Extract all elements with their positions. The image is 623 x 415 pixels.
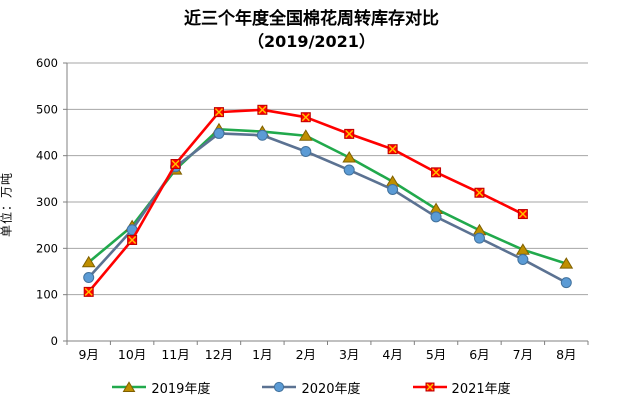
y-tick-label: 200	[36, 241, 58, 255]
chart-title-line2: （2019/2021）	[248, 31, 375, 51]
x-tick-label: 12月	[205, 347, 233, 362]
legend-item-2019年度: 2019年度	[112, 378, 210, 397]
chart-title-line1: 近三个年度全国棉花周转库存对比	[184, 9, 439, 29]
legend-marker-icon	[112, 381, 147, 392]
data-point-square-x	[214, 108, 223, 117]
x-tick-label: 10月	[118, 347, 146, 362]
legend-circle	[274, 381, 285, 393]
legend-marker-icon	[412, 382, 447, 392]
legend: 2019年度 2020年度 2021年度	[0, 374, 623, 400]
data-point-triangle	[559, 257, 574, 269]
x-tick-label: 11月	[161, 347, 189, 362]
data-point-circle	[430, 211, 442, 223]
data-point-square-x	[432, 168, 441, 177]
y-tick-label: 0	[51, 334, 58, 348]
legend-item-2021年度: 2021年度	[412, 378, 511, 397]
data-point-square-x	[345, 129, 354, 138]
data-point-square-x	[388, 145, 397, 154]
data-point-circle	[473, 232, 485, 244]
x-tick-label: 2月	[296, 347, 316, 362]
data-point-square-x	[84, 287, 93, 296]
data-point-square-x	[518, 210, 527, 219]
data-point-circle	[387, 183, 399, 195]
legend-triangle	[122, 381, 136, 392]
data-point-circle	[83, 272, 95, 284]
y-tick-label: 300	[36, 195, 58, 209]
x-tick-label: 5月	[426, 347, 446, 362]
data-point-square-x	[475, 188, 484, 197]
x-tick-label: 1月	[252, 347, 272, 362]
data-point-triangle	[342, 151, 357, 163]
x-tick-label: 6月	[469, 347, 489, 362]
data-point-triangle	[298, 129, 313, 141]
x-tick-label: 8月	[556, 347, 576, 362]
data-point-circle	[343, 164, 355, 176]
chart-title: 近三个年度全国棉花周转库存对比 （2019/2021）	[0, 8, 623, 53]
legend-label: 2020年度	[301, 381, 361, 397]
data-point-circle	[256, 129, 268, 141]
x-tick-label: 9月	[78, 347, 98, 362]
series-line-2019年度	[87, 127, 568, 265]
data-point-square-x	[258, 105, 267, 114]
legend-label: 2021年度	[451, 381, 511, 397]
data-point-square-x	[171, 160, 180, 169]
legend-marker-icon	[262, 381, 297, 393]
x-tick-label: 3月	[339, 347, 359, 362]
data-point-circle	[300, 145, 312, 157]
legend-square-x	[426, 383, 434, 391]
legend-item-2020年度: 2020年度	[262, 378, 361, 397]
y-tick-label: 500	[36, 102, 58, 116]
y-tick-label: 400	[36, 149, 58, 163]
x-tick-label: 7月	[513, 347, 533, 362]
y-tick-label: 100	[36, 288, 58, 302]
data-point-triangle	[81, 255, 96, 268]
data-point-circle	[517, 253, 529, 265]
y-tick-label: 600	[36, 56, 58, 70]
data-point-circle	[560, 277, 572, 289]
x-tick-label: 4月	[382, 347, 402, 362]
data-point-square-x	[128, 235, 137, 244]
data-point-circle	[213, 127, 225, 139]
data-point-square-x	[301, 113, 310, 122]
legend-label: 2019年度	[151, 381, 211, 397]
